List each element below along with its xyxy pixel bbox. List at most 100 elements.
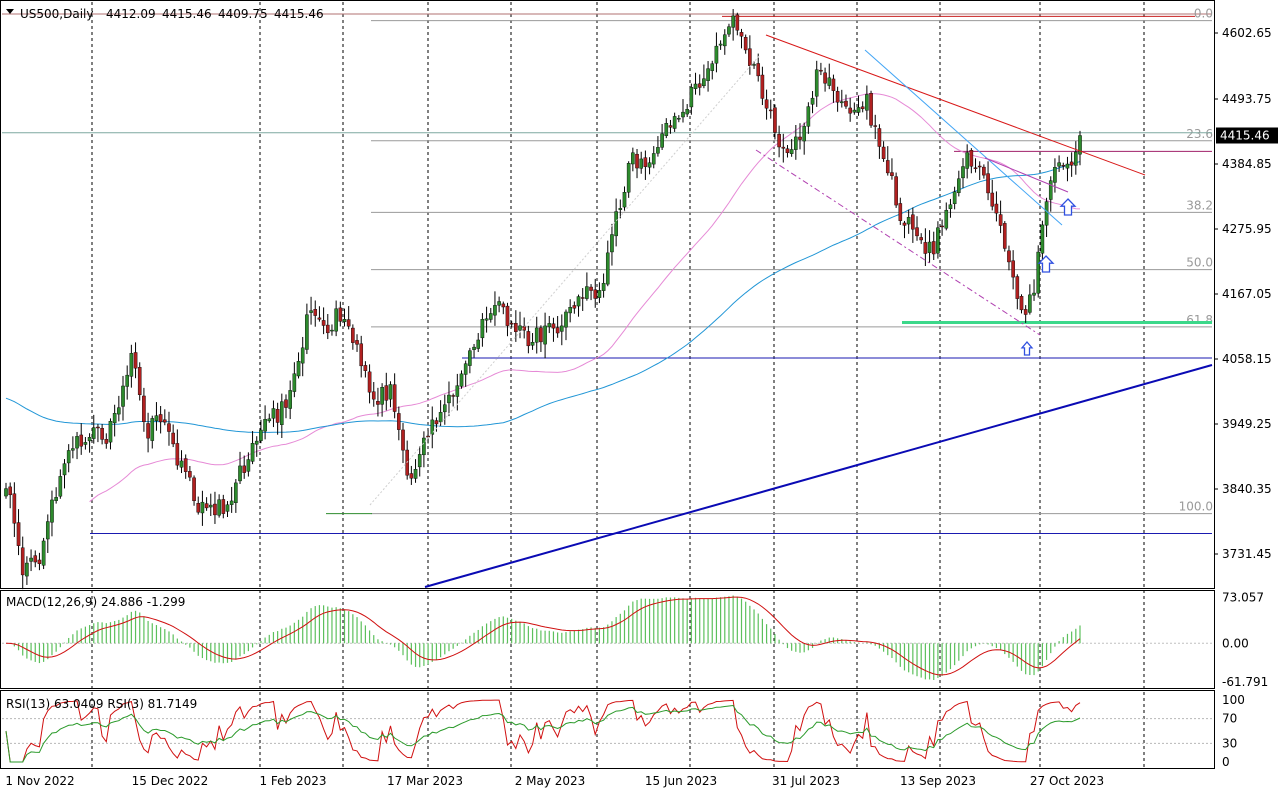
rsi3-line <box>5 699 1081 763</box>
bull-candle <box>208 504 213 508</box>
bear-candle <box>514 323 518 332</box>
ohlc-high: 4415.46 <box>162 7 212 21</box>
bull-candle <box>1032 292 1036 296</box>
bear-candle <box>869 93 873 126</box>
bear-candle <box>923 242 928 254</box>
rsi-panel-frame <box>0 690 1215 769</box>
bull-candle <box>87 437 92 442</box>
bull-candle <box>957 178 961 193</box>
bull-candle <box>794 136 798 150</box>
bull-candle <box>944 209 949 229</box>
bull-candle <box>802 126 806 142</box>
bear-candle <box>183 458 188 472</box>
bull-candle <box>468 350 472 366</box>
bear-candle <box>8 486 12 496</box>
bear-candle <box>158 414 163 423</box>
rsi-label: RSI(13) 63.0409 RSI(3) 81.7149 <box>6 697 197 711</box>
bear-candle <box>20 547 25 576</box>
bull-candle <box>455 385 460 397</box>
bull-candle <box>585 286 589 299</box>
chart-title: US500,Daily 4412.09 4415.46 4409.75 4415… <box>6 7 324 21</box>
bull-candle <box>560 325 564 332</box>
bull-candle <box>839 101 844 104</box>
bull-candle <box>622 192 627 208</box>
bear-candle <box>79 434 84 447</box>
price-tick-label: 4602.65 <box>1222 26 1272 40</box>
bear-candle <box>994 203 999 214</box>
bear-candle <box>835 91 840 103</box>
bull-candle <box>614 211 618 237</box>
price-tick-label: 4167.05 <box>1222 287 1272 301</box>
current-price-marker: 4415.46 <box>1216 127 1278 144</box>
bear-candle <box>204 503 209 509</box>
bear-candle <box>146 423 150 439</box>
bull-candle <box>677 117 681 120</box>
bear-candle <box>743 37 748 51</box>
sma200-line <box>5 161 1081 434</box>
bear-candle <box>848 107 852 114</box>
bear-candle <box>351 327 355 343</box>
bear-candle <box>635 153 639 169</box>
bull-candle <box>1053 167 1057 183</box>
rsi-axis: 100 70 30 0 <box>1222 693 1245 769</box>
bull-candle <box>459 373 464 387</box>
symbol-label: US500,Daily <box>20 7 93 21</box>
bull-candle <box>250 443 255 462</box>
bear-candle <box>831 78 836 91</box>
bear-candle <box>392 384 397 412</box>
time-tick-label: 15 Dec 2022 <box>132 774 209 788</box>
rsi-tick-label: 0 <box>1222 755 1230 769</box>
bull-candle <box>334 308 338 332</box>
rsi-tick-label: 70 <box>1222 712 1237 726</box>
bear-candle <box>192 477 196 502</box>
macd-tick-label: 73.057 <box>1222 591 1264 605</box>
price-tick-label: 4058.15 <box>1222 352 1272 366</box>
bull-candle <box>388 384 393 400</box>
bull-candle <box>309 310 313 313</box>
bull-candle <box>1044 201 1049 226</box>
bull-candle <box>91 427 96 439</box>
bull-candle <box>1036 251 1041 294</box>
bull-candle <box>71 448 75 451</box>
bull-candle <box>660 133 664 148</box>
bear-candle <box>1015 276 1020 299</box>
bear-candle <box>501 303 506 308</box>
bull-candle <box>296 361 301 377</box>
bull-candle <box>280 401 284 425</box>
bull-candle <box>906 217 911 225</box>
macd-panel-frame <box>0 590 1215 689</box>
bull-candle <box>789 149 794 154</box>
bear-candle <box>844 100 848 107</box>
bear-candle <box>735 14 740 31</box>
rsi-tick-label: 30 <box>1222 736 1237 750</box>
bull-candle <box>706 68 710 81</box>
bear-candle <box>434 420 439 425</box>
bull-candle <box>547 323 552 328</box>
ohlc-close: 4415.46 <box>274 7 324 21</box>
bear-candle <box>940 225 944 228</box>
bear-candle <box>572 305 577 309</box>
bull-candle <box>225 504 230 512</box>
bull-candle <box>4 488 8 497</box>
bear-candle <box>137 367 142 395</box>
bull-candle <box>112 413 117 424</box>
bull-candle <box>685 109 689 115</box>
bear-candle <box>973 167 978 169</box>
bull-candle <box>217 499 221 516</box>
bull-candle <box>58 476 63 497</box>
dropdown-triangle-icon[interactable] <box>6 9 14 14</box>
bear-candle <box>798 136 802 140</box>
bull-candle <box>108 421 113 443</box>
bull-candle <box>710 63 715 71</box>
price-tick-label: 4275.95 <box>1222 222 1272 236</box>
bull-candle <box>597 290 602 298</box>
bull-candle <box>267 418 272 422</box>
bear-candle <box>363 365 368 371</box>
macd-tick-label: -61.791 <box>1222 675 1268 689</box>
bear-candle <box>764 99 769 109</box>
fib-level-label: 0.0 <box>1194 7 1213 21</box>
bull-candle <box>493 305 497 316</box>
bear-candle <box>931 241 936 255</box>
